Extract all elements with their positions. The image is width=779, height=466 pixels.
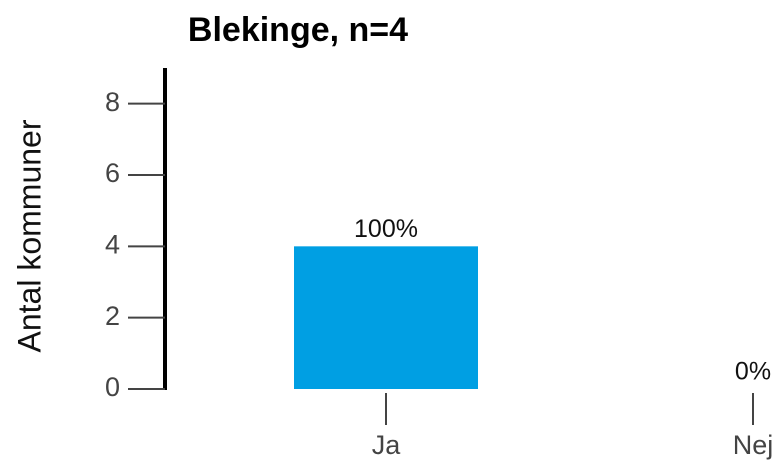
data-label: 100% [354,215,418,243]
data-label: 0% [735,358,771,386]
x-tick-label: Ja [372,430,402,460]
y-tick-label: 4 [105,229,120,259]
chart-title: Blekinge, n=4 [188,11,408,49]
bar [294,246,478,389]
y-tick-label: 8 [105,87,120,117]
y-axis-label: Antal kommuner [11,119,47,352]
y-tick-label: 6 [105,158,120,188]
x-tick-label: Nej [733,430,774,460]
y-tick-label: 2 [105,301,120,331]
y-tick-label: 0 [105,372,120,402]
